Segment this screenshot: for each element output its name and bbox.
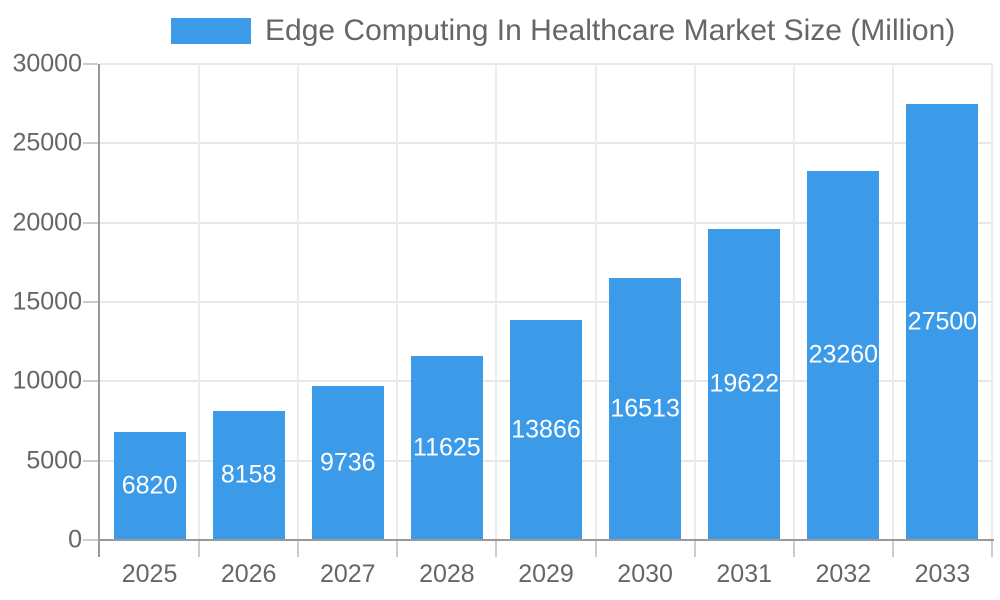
x-tick-label: 2026 <box>220 560 277 588</box>
v-gridline <box>594 64 597 540</box>
x-tick-mark <box>198 540 201 557</box>
y-tick-mark <box>83 221 98 224</box>
x-tick-label: 2031 <box>716 560 773 588</box>
bar-value-label: 6820 <box>121 471 178 500</box>
bar-value-label: 9736 <box>319 448 376 477</box>
h-gridline <box>100 142 992 145</box>
h-gridline <box>100 221 992 224</box>
x-tick-label: 2027 <box>319 560 376 588</box>
x-tick-label: 2030 <box>617 560 673 588</box>
x-tick-label: 2025 <box>121 560 178 588</box>
legend-swatch-icon <box>171 18 251 44</box>
y-tick-mark <box>83 380 98 383</box>
x-tick-mark <box>891 540 894 557</box>
h-gridline <box>100 301 992 303</box>
bar: 6820 <box>113 431 186 540</box>
bar: 23260 <box>807 170 880 540</box>
x-tick-label: 2028 <box>419 560 475 588</box>
bar-value-label: 8158 <box>220 460 277 489</box>
x-tick-mark <box>792 540 795 557</box>
y-tick-mark <box>83 459 98 462</box>
x-tick-mark <box>396 540 399 557</box>
bar-value-label: 27500 <box>907 307 978 336</box>
x-tick-mark <box>991 540 993 557</box>
bar-value-label: 19622 <box>709 369 779 398</box>
y-axis-line <box>98 64 100 557</box>
y-tick-label: 20000 <box>12 208 82 237</box>
y-tick-mark <box>83 142 98 145</box>
x-axis-line <box>98 539 994 541</box>
bar: 27500 <box>906 103 979 540</box>
v-gridline <box>891 64 894 540</box>
plot-area: 6820 8158 9736 11625 13866 16513 19622 23260 275… <box>83 63 993 557</box>
v-gridline <box>991 64 993 540</box>
v-gridline <box>198 64 201 540</box>
x-tick-label: 2033 <box>914 560 971 588</box>
y-tick-label: 10000 <box>12 366 82 395</box>
chart-legend: Edge Computing In Healthcare Market Size… <box>171 14 956 47</box>
y-tick-label: 25000 <box>12 128 82 157</box>
v-gridline <box>693 64 696 540</box>
h-gridline <box>100 63 992 65</box>
bar: 19622 <box>708 228 781 540</box>
y-tick-mark <box>83 63 98 65</box>
x-tick-mark <box>594 540 597 557</box>
bar-value-label: 11625 <box>413 433 481 462</box>
x-tick-mark <box>297 540 300 557</box>
v-gridline <box>792 64 795 540</box>
x-tick-label: 2032 <box>815 560 872 588</box>
y-tick-label: 30000 <box>12 49 82 78</box>
bar: 13866 <box>510 320 582 540</box>
v-gridline <box>396 64 399 540</box>
bar-value-label: 23260 <box>808 340 879 369</box>
y-tick-mark <box>83 539 98 541</box>
y-tick-mark <box>83 301 98 303</box>
v-gridline <box>495 64 498 540</box>
bar: 9736 <box>311 385 384 540</box>
x-tick-label: 2029 <box>518 560 574 588</box>
chart-title: Edge Computing In Healthcare Market Size… <box>265 14 956 47</box>
y-tick-label: 15000 <box>12 287 82 316</box>
x-tick-mark <box>495 540 498 557</box>
bar: 11625 <box>410 355 483 540</box>
x-tick-mark <box>693 540 696 557</box>
bar: 16513 <box>609 278 682 540</box>
y-tick-label: 5000 <box>26 446 82 475</box>
bar-value-label: 16513 <box>610 394 680 423</box>
y-tick-label: 0 <box>68 525 82 554</box>
bar-value-label: 13866 <box>511 415 581 444</box>
v-gridline <box>297 64 300 540</box>
bar: 8158 <box>212 410 285 540</box>
